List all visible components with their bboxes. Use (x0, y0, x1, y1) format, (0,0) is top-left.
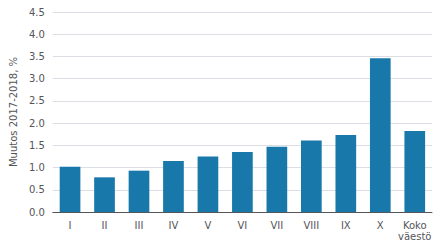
svg-text:1.5: 1.5 (29, 140, 45, 151)
svg-text:2.0: 2.0 (29, 118, 45, 129)
svg-text:Koko: Koko (403, 220, 427, 231)
svg-text:V: V (205, 220, 212, 231)
svg-text:3.0: 3.0 (29, 73, 45, 84)
svg-text:0.0: 0.0 (29, 207, 45, 218)
svg-text:III: III (135, 220, 144, 231)
svg-text:VII: VII (270, 220, 283, 231)
svg-text:IX: IX (341, 220, 351, 231)
svg-text:1.0: 1.0 (29, 162, 45, 173)
svg-text:Muutos 2017-2018, %: Muutos 2017-2018, % (8, 57, 19, 167)
svg-text:väestö: väestö (398, 231, 431, 242)
svg-text:I: I (69, 220, 72, 231)
svg-text:4.5: 4.5 (29, 7, 45, 18)
svg-text:IV: IV (169, 220, 179, 231)
svg-text:3.5: 3.5 (29, 51, 45, 62)
svg-text:VIII: VIII (303, 220, 319, 231)
svg-text:VI: VI (238, 220, 248, 231)
svg-text:X: X (377, 220, 384, 231)
svg-text:0.5: 0.5 (29, 184, 45, 195)
svg-text:2.5: 2.5 (29, 95, 45, 106)
svg-text:4.0: 4.0 (29, 29, 45, 40)
svg-text:II: II (102, 220, 108, 231)
